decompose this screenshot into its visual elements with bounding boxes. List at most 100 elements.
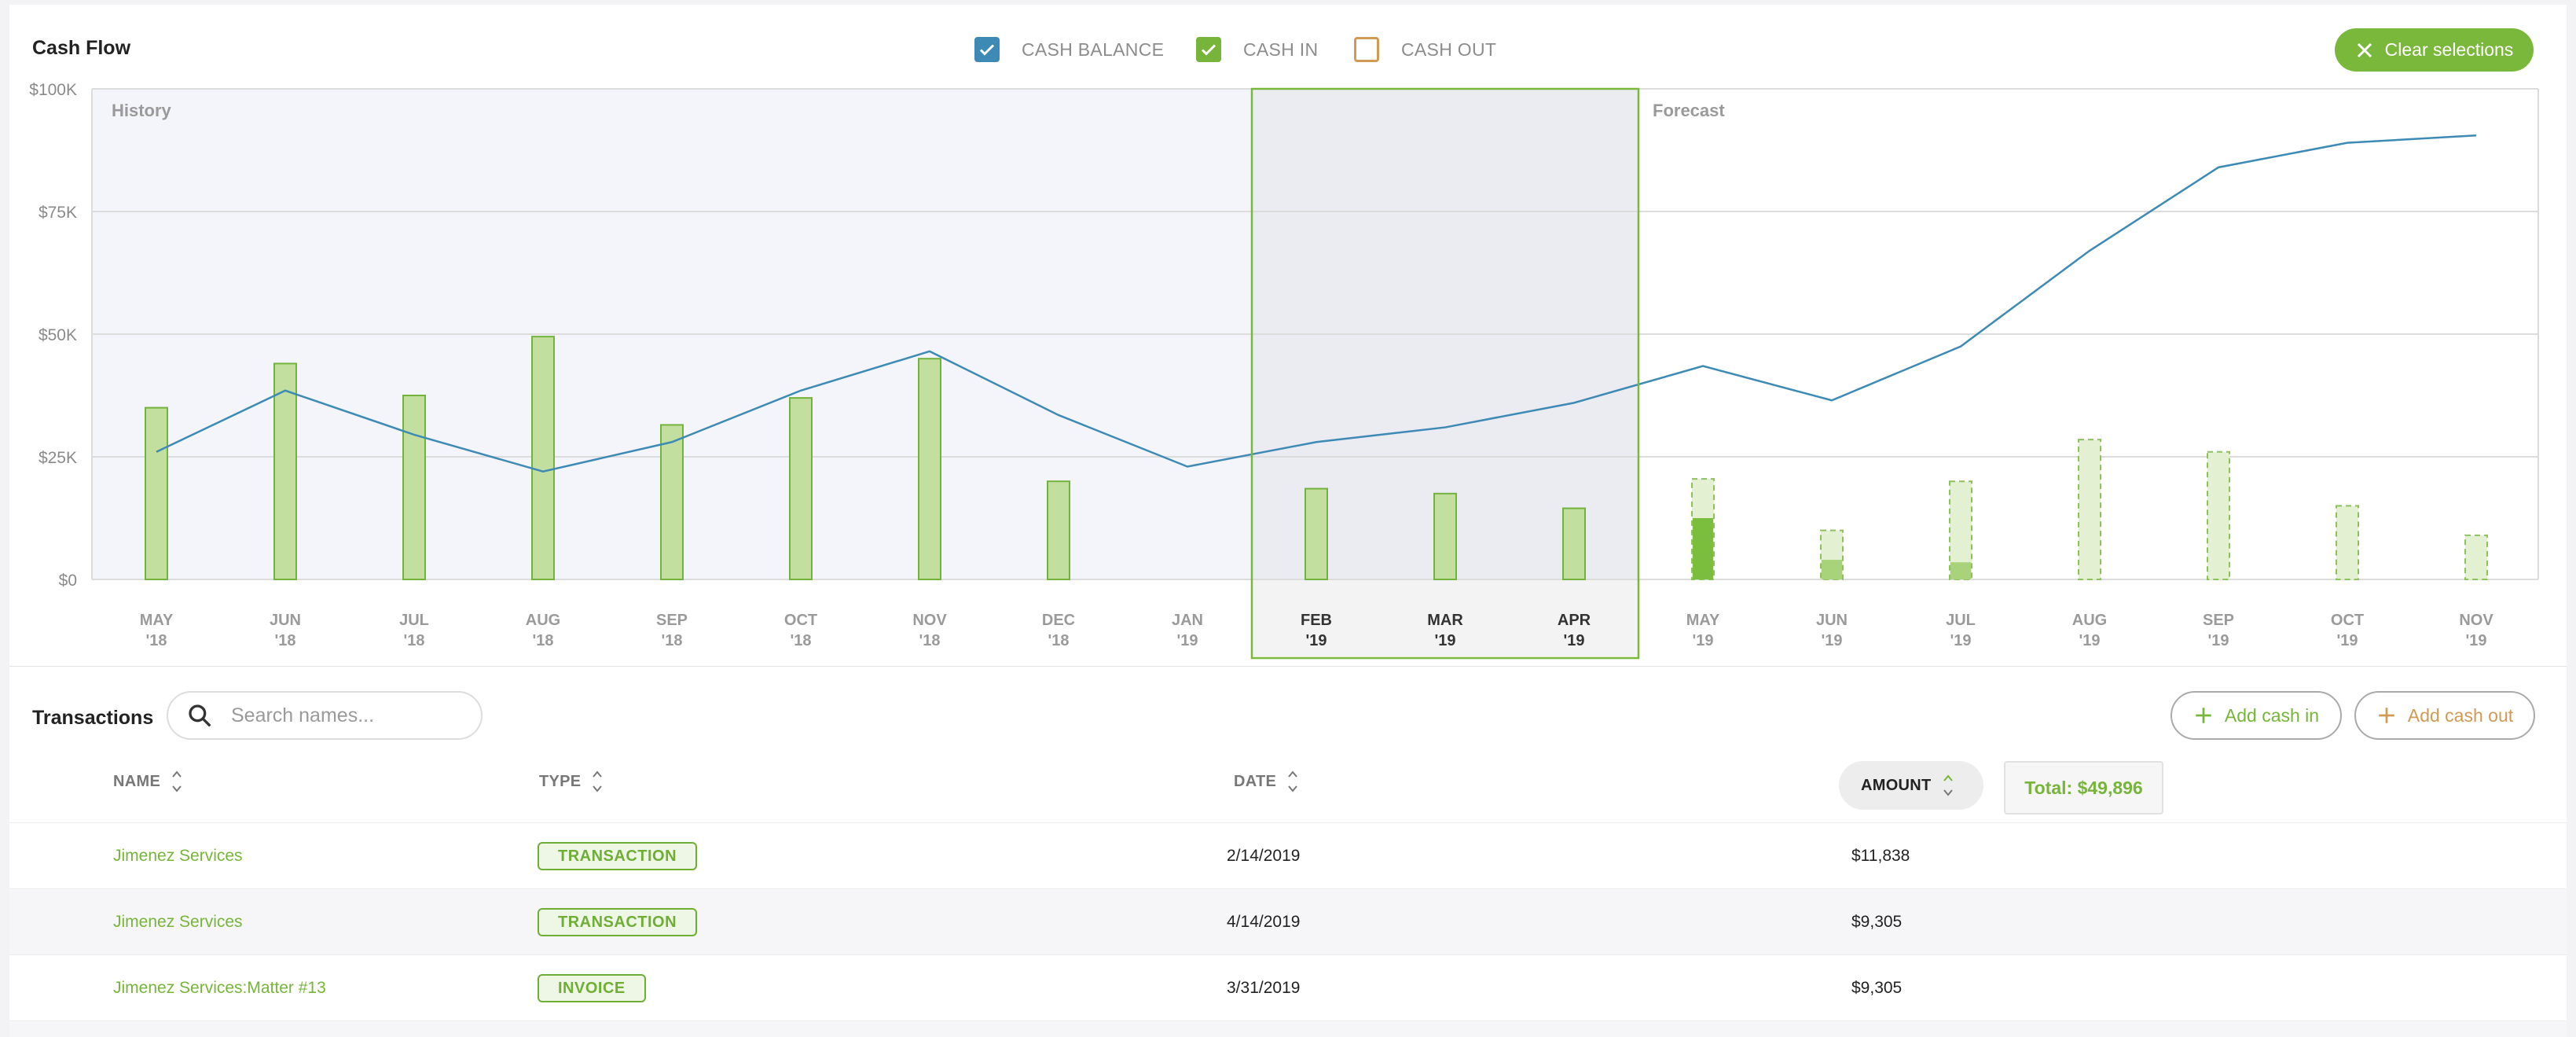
checkbox-checked-icon[interactable]	[974, 37, 1000, 62]
forecast-label: Forecast	[1653, 101, 1725, 120]
row-name[interactable]: Jimenez Services	[113, 913, 243, 931]
checkbox-unchecked-icon[interactable]	[1354, 37, 1379, 62]
y-tick-label: $75K	[39, 204, 77, 222]
add-cash-in-button[interactable]: Add cash in	[2171, 691, 2342, 740]
x-tick-month: APR	[1558, 612, 1591, 629]
y-tick-label: $25K	[39, 449, 77, 467]
x-tick-month: JUL	[399, 612, 429, 629]
cash-flow-title: Cash Flow	[32, 37, 131, 59]
row-date: 3/31/2019	[1227, 979, 1301, 997]
cash-in-bar	[660, 424, 684, 580]
add-cash-out-button[interactable]: Add cash out	[2354, 691, 2535, 740]
legend-cash-out[interactable]: CASH OUT	[1354, 36, 1496, 63]
clear-selections-button[interactable]: Clear selections	[2335, 28, 2534, 72]
row-name[interactable]: Jimenez Services	[113, 847, 243, 865]
x-tick-month: MAR	[1427, 612, 1463, 629]
x-tick-year: '19	[1821, 632, 1842, 649]
table-row[interactable]: Jimenez Services TRANSACTION 4/14/2019 $…	[9, 888, 2567, 954]
selection-axis-band	[1252, 579, 1638, 656]
sort-icon	[1288, 770, 1297, 792]
x-tick-year: '18	[661, 632, 682, 649]
legend-cash-balance[interactable]: CASH BALANCE	[974, 36, 1164, 63]
x-tick-year: '19	[1434, 632, 1455, 649]
column-header-date[interactable]: DATE	[1234, 766, 1300, 797]
plus-icon	[2379, 708, 2394, 723]
y-tick-label: $50K	[39, 326, 77, 344]
forecast-cash-in-bar	[2464, 534, 2488, 581]
forecast-cash-in-bar	[2207, 450, 2230, 581]
transactions-title: Transactions	[32, 707, 154, 729]
search-icon	[189, 704, 211, 727]
x-tick-month: JUN	[270, 612, 301, 629]
x-tick-month: MAY	[1686, 612, 1720, 629]
cash-in-bar	[145, 406, 168, 580]
history-label: History	[112, 101, 172, 120]
x-tick-year: '19	[2465, 632, 2486, 649]
actual-cash-in-bar	[1822, 560, 1842, 579]
cash-flow-chart: $0 $25K $50K $75K $100K History Forecast MAY '18…	[29, 81, 2539, 660]
column-header-name[interactable]: NAME	[113, 766, 184, 797]
type-badge: TRANSACTION	[538, 908, 698, 936]
cash-in-bar	[273, 362, 297, 580]
cash-in-bar	[918, 358, 941, 580]
x-tick-month: OCT	[784, 612, 817, 629]
cash-flow-page: Cash Flow CASH BALANCE CASH IN CASH OUT …	[9, 5, 2567, 1037]
cash-in-bar	[531, 336, 555, 580]
total-amount: Total: $49,896	[2004, 761, 2163, 815]
plus-icon	[2196, 708, 2211, 723]
column-label: TYPE	[539, 772, 582, 790]
x-tick-year: '18	[274, 632, 295, 649]
x-tick-year: '18	[532, 632, 553, 649]
search-box[interactable]	[167, 691, 483, 740]
section-divider	[9, 666, 2567, 667]
selection-frame	[1250, 87, 1640, 660]
x-tick-month: SEP	[2203, 612, 2234, 629]
x-tick-month: OCT	[2331, 612, 2364, 629]
x-tick-year: '19	[2079, 632, 2100, 649]
cash-in-bar	[1433, 492, 1457, 580]
search-input[interactable]	[231, 704, 467, 727]
sort-icon	[172, 770, 182, 792]
cash-in-bar	[1562, 507, 1586, 581]
x-tick-month: NOV	[2459, 612, 2493, 629]
table-row[interactable]: Jimenez Services TRANSACTION 2/14/2019 $…	[9, 822, 2567, 888]
y-tick-label: $100K	[29, 81, 77, 99]
x-tick-month: AUG	[526, 612, 560, 629]
type-badge: TRANSACTION	[538, 842, 698, 870]
x-tick-month: DEC	[1042, 612, 1075, 629]
row-amount: $11,838	[1851, 847, 1910, 865]
clear-selections-label: Clear selections	[2384, 39, 2514, 60]
actual-cash-in-bar	[1693, 518, 1713, 579]
x-tick-year: '18	[145, 632, 167, 649]
y-tick-label: $0	[59, 572, 77, 590]
forecast-cash-in-bar	[2078, 439, 2101, 580]
x-tick-month: JUN	[1816, 612, 1848, 629]
column-header-amount[interactable]: AMOUNT	[1839, 761, 1983, 810]
table-row[interactable]: Jimenez Services:Matter #13 INVOICE 3/31…	[9, 954, 2567, 1020]
column-header-type[interactable]: TYPE	[539, 766, 604, 797]
row-date: 4/14/2019	[1227, 913, 1301, 931]
x-tick-year: '18	[403, 632, 424, 649]
x-tick-year: '19	[2207, 632, 2229, 649]
row-date: 2/14/2019	[1227, 847, 1301, 865]
row-amount: $9,305	[1851, 979, 1903, 997]
x-tick-year: '19	[2336, 632, 2358, 649]
x-tick-year: '19	[1176, 632, 1198, 649]
row-name[interactable]: Jimenez Services:Matter #13	[113, 979, 326, 997]
legend-cash-in[interactable]: CASH IN	[1196, 36, 1318, 63]
cash-in-bar	[402, 395, 426, 580]
x-tick-year: '19	[1950, 632, 1971, 649]
column-label: NAME	[113, 772, 161, 790]
x-tick-month: FEB	[1301, 612, 1332, 629]
forecast-cash-in-bar	[2336, 505, 2359, 581]
actual-cash-in-bar	[1950, 562, 1971, 579]
add-cash-in-label: Add cash in	[2224, 704, 2320, 726]
x-tick-year: '18	[919, 632, 940, 649]
close-icon	[2357, 42, 2372, 57]
column-label: DATE	[1234, 772, 1277, 790]
x-tick-year: '19	[1692, 632, 1713, 649]
checkbox-checked-icon[interactable]	[1196, 37, 1221, 62]
legend-label: CASH OUT	[1401, 39, 1497, 60]
row-amount: $9,305	[1851, 913, 1903, 931]
sort-icon	[593, 770, 603, 792]
